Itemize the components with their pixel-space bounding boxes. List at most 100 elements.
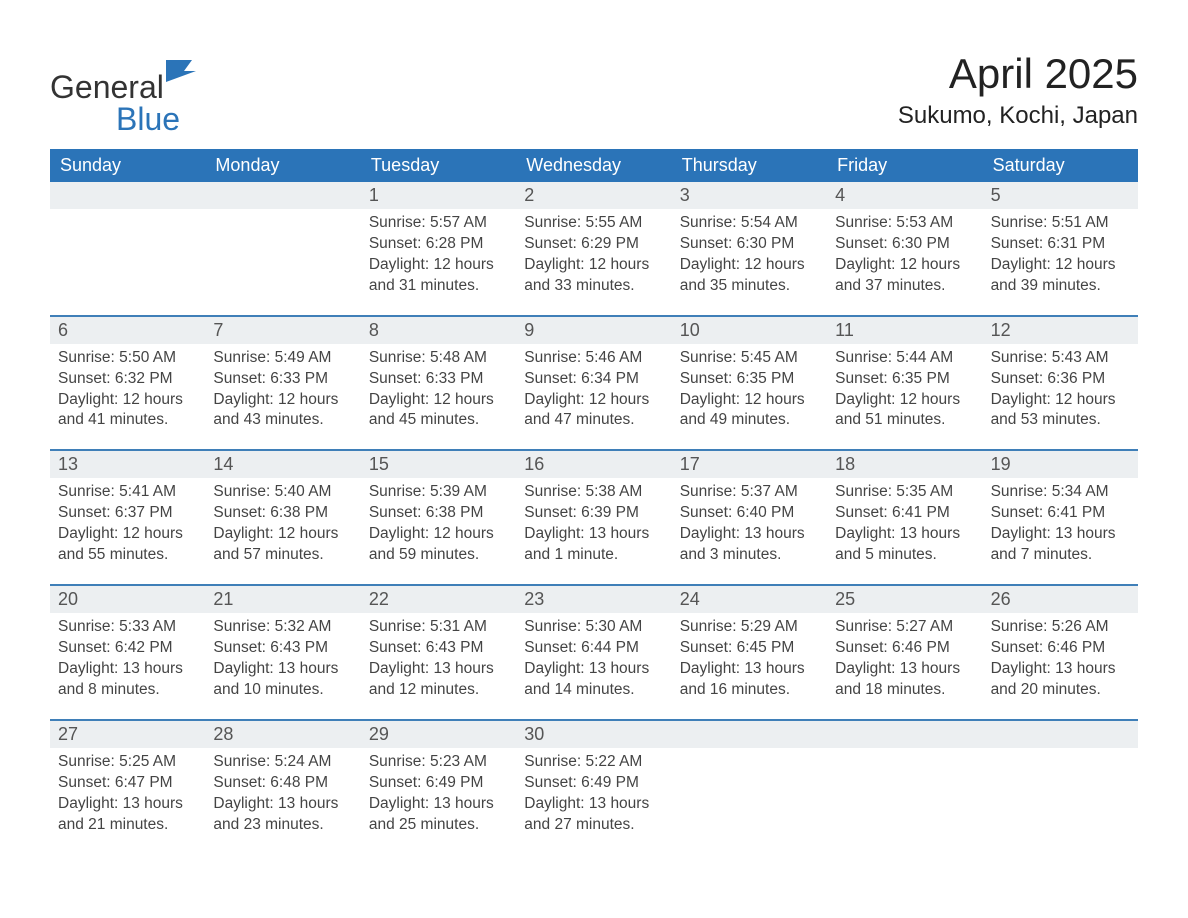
day-number xyxy=(50,182,205,209)
sunrise-text: Sunrise: 5:37 AM xyxy=(680,482,819,503)
daylight-text: Daylight: 12 hours and 59 minutes. xyxy=(369,524,508,566)
day-number: 30 xyxy=(516,721,671,748)
day-number xyxy=(983,721,1138,748)
daylight-text: Daylight: 13 hours and 7 minutes. xyxy=(991,524,1130,566)
daylight-text: Daylight: 13 hours and 21 minutes. xyxy=(58,794,197,836)
day-number: 22 xyxy=(361,586,516,613)
day-number: 23 xyxy=(516,586,671,613)
day-number: 25 xyxy=(827,586,982,613)
day-cell: Sunrise: 5:24 AMSunset: 6:48 PMDaylight:… xyxy=(205,748,360,854)
daylight-text: Daylight: 12 hours and 55 minutes. xyxy=(58,524,197,566)
day-cell: Sunrise: 5:50 AMSunset: 6:32 PMDaylight:… xyxy=(50,344,205,450)
sunrise-text: Sunrise: 5:49 AM xyxy=(213,348,352,369)
day-cell: Sunrise: 5:33 AMSunset: 6:42 PMDaylight:… xyxy=(50,613,205,719)
sunset-text: Sunset: 6:43 PM xyxy=(369,638,508,659)
daylight-text: Daylight: 12 hours and 39 minutes. xyxy=(991,255,1130,297)
day-number: 7 xyxy=(205,317,360,344)
daylight-text: Daylight: 13 hours and 14 minutes. xyxy=(524,659,663,701)
daylight-text: Daylight: 13 hours and 1 minute. xyxy=(524,524,663,566)
daylight-text: Daylight: 12 hours and 35 minutes. xyxy=(680,255,819,297)
sunrise-text: Sunrise: 5:34 AM xyxy=(991,482,1130,503)
day-number: 20 xyxy=(50,586,205,613)
day-cell: Sunrise: 5:34 AMSunset: 6:41 PMDaylight:… xyxy=(983,478,1138,584)
daylight-text: Daylight: 13 hours and 23 minutes. xyxy=(213,794,352,836)
day-body-row: Sunrise: 5:57 AMSunset: 6:28 PMDaylight:… xyxy=(50,209,1138,315)
day-cell: Sunrise: 5:46 AMSunset: 6:34 PMDaylight:… xyxy=(516,344,671,450)
sunrise-text: Sunrise: 5:54 AM xyxy=(680,213,819,234)
dow-friday: Friday xyxy=(827,149,982,182)
sunset-text: Sunset: 6:37 PM xyxy=(58,503,197,524)
day-cell: Sunrise: 5:35 AMSunset: 6:41 PMDaylight:… xyxy=(827,478,982,584)
day-number: 28 xyxy=(205,721,360,748)
day-cell: Sunrise: 5:40 AMSunset: 6:38 PMDaylight:… xyxy=(205,478,360,584)
day-cell: Sunrise: 5:29 AMSunset: 6:45 PMDaylight:… xyxy=(672,613,827,719)
day-number-row: 20212223242526 xyxy=(50,586,1138,613)
dow-wednesday: Wednesday xyxy=(516,149,671,182)
day-number: 29 xyxy=(361,721,516,748)
day-number: 12 xyxy=(983,317,1138,344)
day-number-row: 13141516171819 xyxy=(50,451,1138,478)
dow-sunday: Sunday xyxy=(50,149,205,182)
day-number: 16 xyxy=(516,451,671,478)
sunrise-text: Sunrise: 5:22 AM xyxy=(524,752,663,773)
daylight-text: Daylight: 13 hours and 12 minutes. xyxy=(369,659,508,701)
day-cell: Sunrise: 5:41 AMSunset: 6:37 PMDaylight:… xyxy=(50,478,205,584)
sunrise-text: Sunrise: 5:53 AM xyxy=(835,213,974,234)
day-cell: Sunrise: 5:54 AMSunset: 6:30 PMDaylight:… xyxy=(672,209,827,315)
sunrise-text: Sunrise: 5:32 AM xyxy=(213,617,352,638)
day-cell xyxy=(205,209,360,315)
sunset-text: Sunset: 6:40 PM xyxy=(680,503,819,524)
sunset-text: Sunset: 6:46 PM xyxy=(991,638,1130,659)
sunset-text: Sunset: 6:39 PM xyxy=(524,503,663,524)
day-cell: Sunrise: 5:51 AMSunset: 6:31 PMDaylight:… xyxy=(983,209,1138,315)
sunset-text: Sunset: 6:46 PM xyxy=(835,638,974,659)
sunrise-text: Sunrise: 5:24 AM xyxy=(213,752,352,773)
daylight-text: Daylight: 13 hours and 18 minutes. xyxy=(835,659,974,701)
day-cell: Sunrise: 5:49 AMSunset: 6:33 PMDaylight:… xyxy=(205,344,360,450)
sunrise-text: Sunrise: 5:29 AM xyxy=(680,617,819,638)
day-cell: Sunrise: 5:44 AMSunset: 6:35 PMDaylight:… xyxy=(827,344,982,450)
daylight-text: Daylight: 13 hours and 27 minutes. xyxy=(524,794,663,836)
sunset-text: Sunset: 6:35 PM xyxy=(835,369,974,390)
daylight-text: Daylight: 13 hours and 10 minutes. xyxy=(213,659,352,701)
sunset-text: Sunset: 6:35 PM xyxy=(680,369,819,390)
day-cell: Sunrise: 5:38 AMSunset: 6:39 PMDaylight:… xyxy=(516,478,671,584)
day-number: 5 xyxy=(983,182,1138,209)
week-row: 20212223242526Sunrise: 5:33 AMSunset: 6:… xyxy=(50,584,1138,719)
sunrise-text: Sunrise: 5:50 AM xyxy=(58,348,197,369)
day-number: 8 xyxy=(361,317,516,344)
day-cell: Sunrise: 5:23 AMSunset: 6:49 PMDaylight:… xyxy=(361,748,516,854)
sunrise-text: Sunrise: 5:48 AM xyxy=(369,348,508,369)
title-block: April 2025 Sukumo, Kochi, Japan xyxy=(898,50,1138,130)
page-header: General Blue April 2025 Sukumo, Kochi, J… xyxy=(50,50,1138,135)
day-cell: Sunrise: 5:26 AMSunset: 6:46 PMDaylight:… xyxy=(983,613,1138,719)
day-cell: Sunrise: 5:39 AMSunset: 6:38 PMDaylight:… xyxy=(361,478,516,584)
daylight-text: Daylight: 12 hours and 49 minutes. xyxy=(680,390,819,432)
day-cell: Sunrise: 5:30 AMSunset: 6:44 PMDaylight:… xyxy=(516,613,671,719)
sunset-text: Sunset: 6:38 PM xyxy=(369,503,508,524)
daylight-text: Daylight: 12 hours and 31 minutes. xyxy=(369,255,508,297)
day-cell: Sunrise: 5:55 AMSunset: 6:29 PMDaylight:… xyxy=(516,209,671,315)
sunset-text: Sunset: 6:48 PM xyxy=(213,773,352,794)
sunset-text: Sunset: 6:29 PM xyxy=(524,234,663,255)
day-number: 17 xyxy=(672,451,827,478)
daylight-text: Daylight: 12 hours and 33 minutes. xyxy=(524,255,663,297)
day-number-row: 27282930 xyxy=(50,721,1138,748)
day-number: 24 xyxy=(672,586,827,613)
sunrise-text: Sunrise: 5:26 AM xyxy=(991,617,1130,638)
day-cell: Sunrise: 5:48 AMSunset: 6:33 PMDaylight:… xyxy=(361,344,516,450)
day-cell: Sunrise: 5:27 AMSunset: 6:46 PMDaylight:… xyxy=(827,613,982,719)
sunset-text: Sunset: 6:33 PM xyxy=(213,369,352,390)
day-number: 1 xyxy=(361,182,516,209)
day-cell: Sunrise: 5:53 AMSunset: 6:30 PMDaylight:… xyxy=(827,209,982,315)
daylight-text: Daylight: 12 hours and 41 minutes. xyxy=(58,390,197,432)
sunset-text: Sunset: 6:28 PM xyxy=(369,234,508,255)
day-number: 15 xyxy=(361,451,516,478)
brand-logo: General Blue xyxy=(50,60,196,135)
sunrise-text: Sunrise: 5:38 AM xyxy=(524,482,663,503)
sunset-text: Sunset: 6:38 PM xyxy=(213,503,352,524)
brand-part1: General xyxy=(50,69,164,105)
week-row: 27282930Sunrise: 5:25 AMSunset: 6:47 PMD… xyxy=(50,719,1138,854)
daylight-text: Daylight: 12 hours and 45 minutes. xyxy=(369,390,508,432)
day-cell: Sunrise: 5:43 AMSunset: 6:36 PMDaylight:… xyxy=(983,344,1138,450)
